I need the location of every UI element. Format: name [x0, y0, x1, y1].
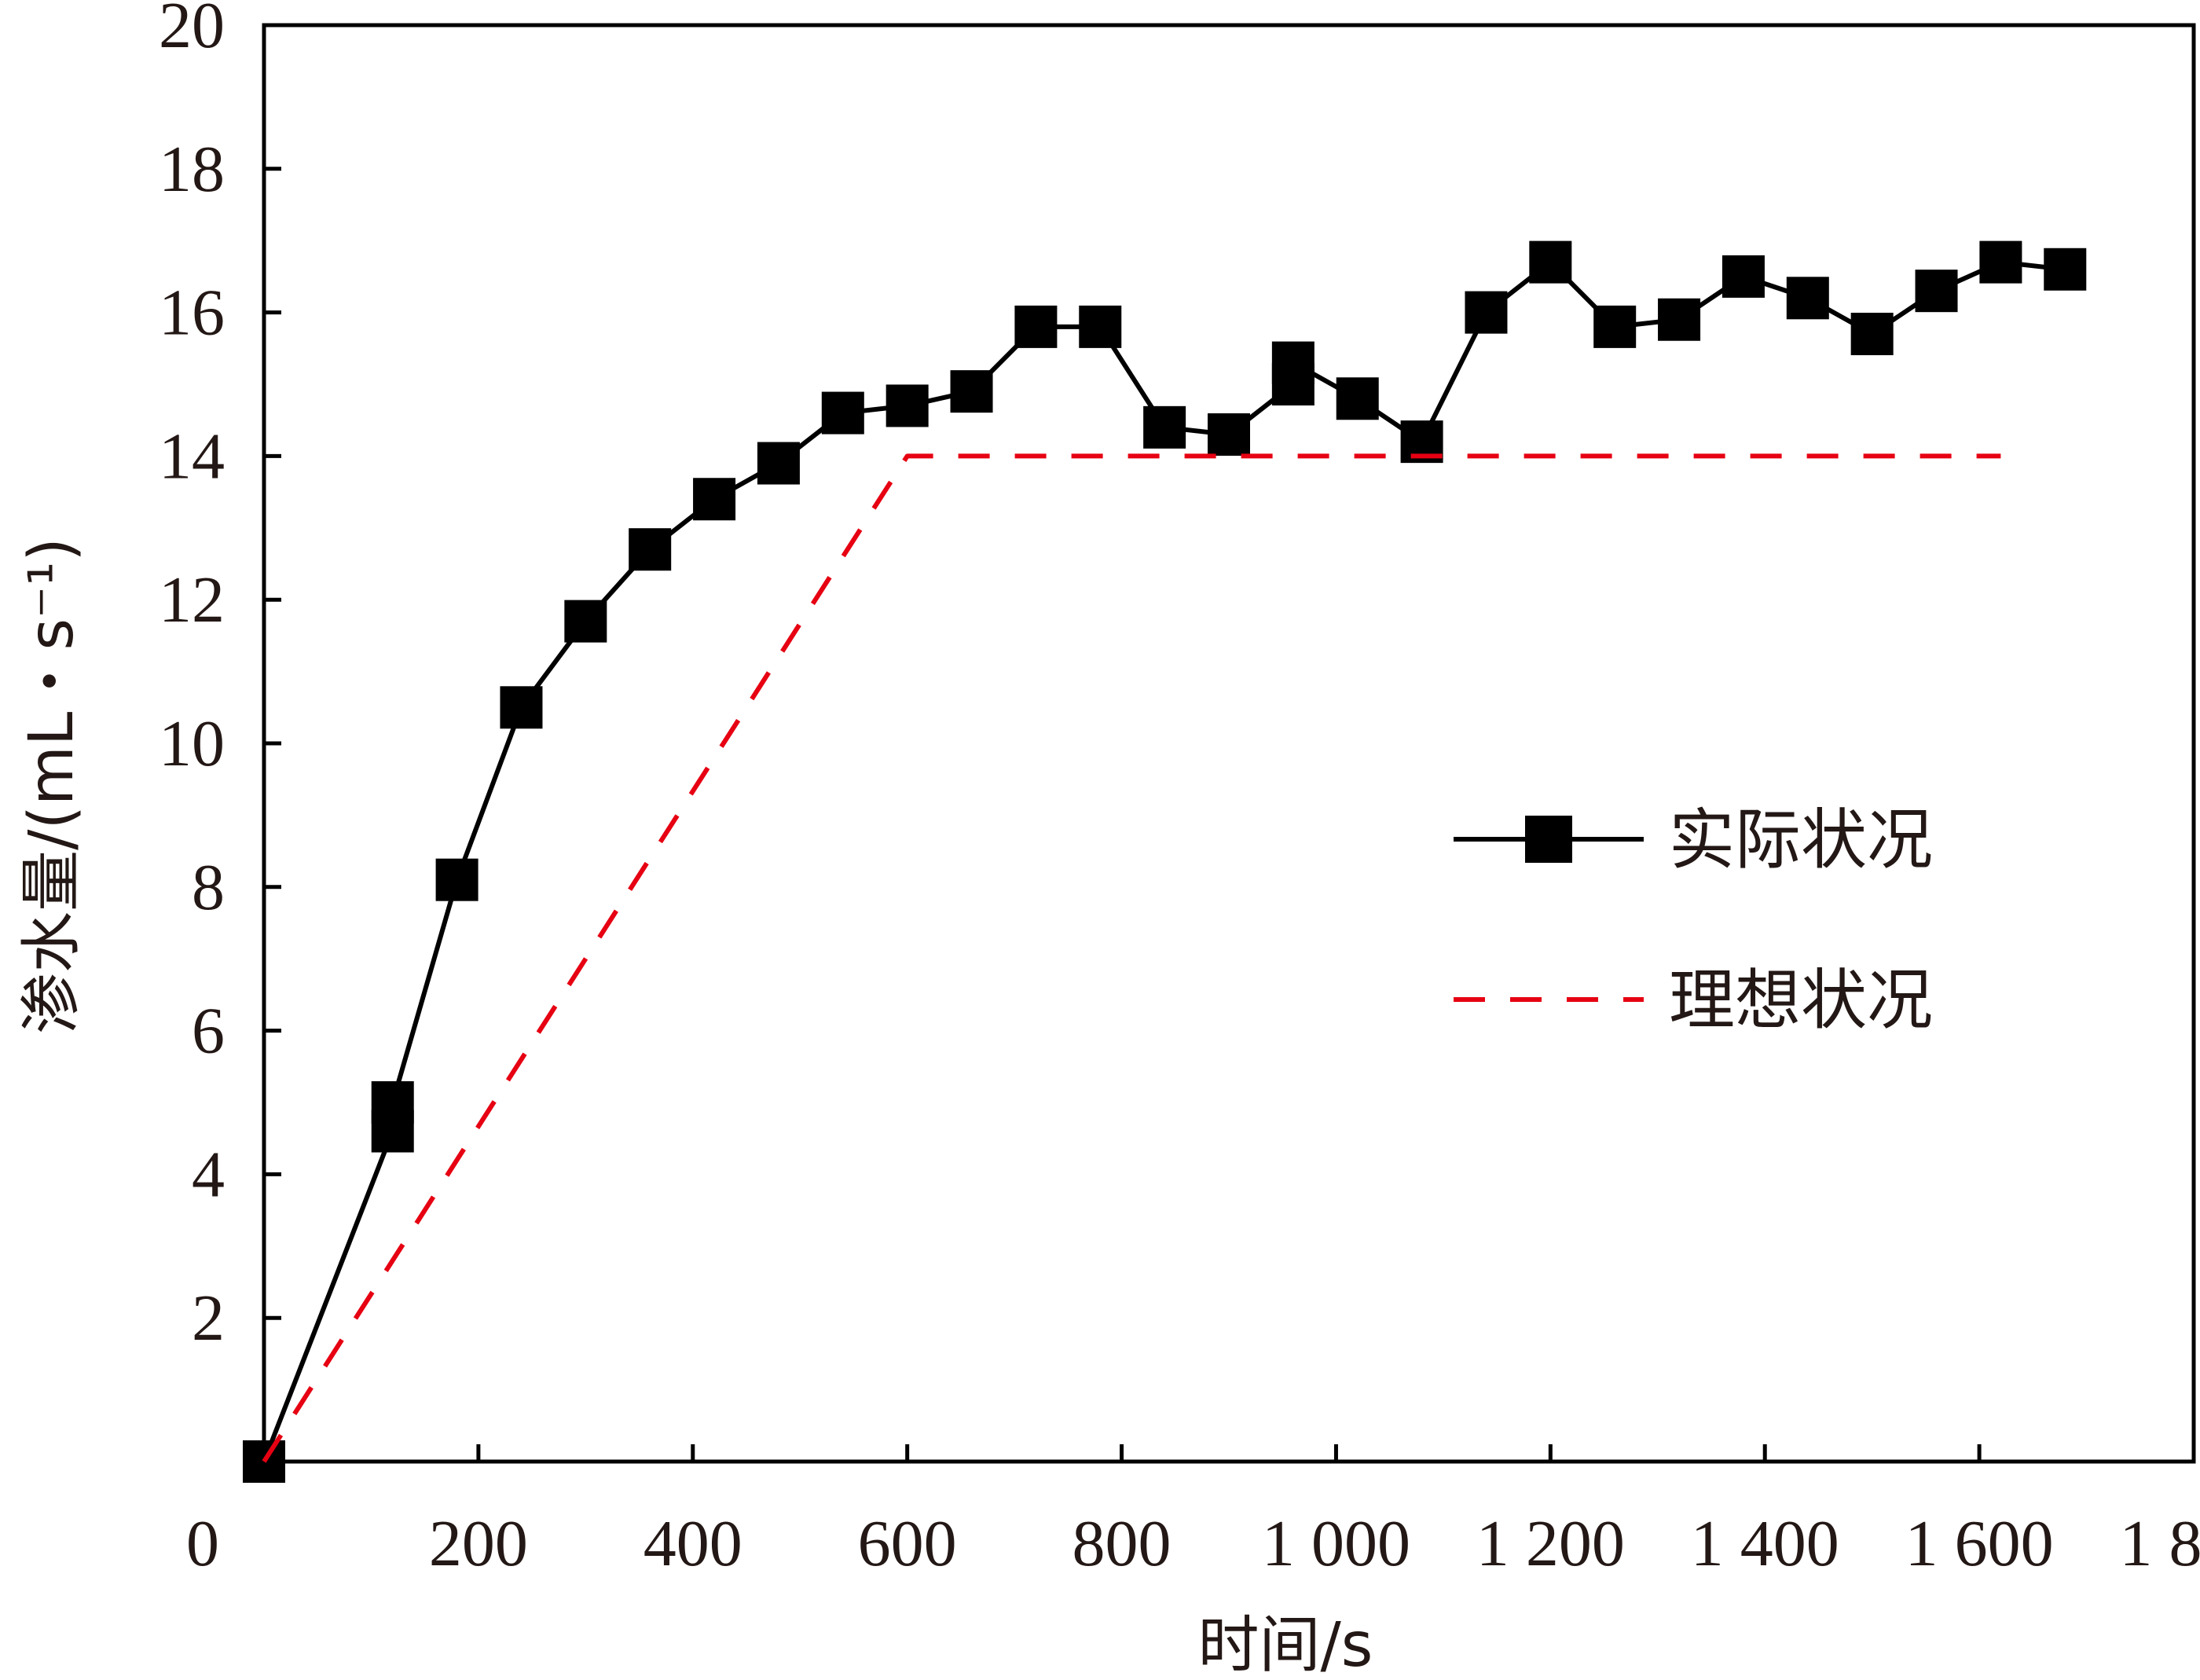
data-point-0-26	[1850, 313, 1894, 356]
data-point-0-17	[1271, 341, 1314, 384]
data-point-0-5	[564, 600, 607, 643]
data-point-0-12	[1014, 305, 1058, 348]
y-tick-label-4: 10	[159, 707, 225, 780]
y-tick-label-3: 8	[192, 851, 225, 924]
series-layer	[243, 240, 2087, 1483]
legend-label-actual: 实际状况	[1669, 801, 1933, 879]
x-tick-label-3: 600	[858, 1507, 957, 1580]
data-point-0-10	[886, 384, 929, 427]
data-point-0-4	[500, 686, 543, 729]
legend-marker-actual	[1525, 816, 1572, 863]
y-axis-title: 渗水量/(mL・s⁻¹)	[16, 537, 87, 1034]
data-point-0-2	[371, 1081, 414, 1124]
y-tick-label-0: 2	[192, 1282, 225, 1355]
data-point-0-21	[1529, 240, 1572, 284]
x-tick-label-8: 1 600	[1905, 1507, 2054, 1580]
data-point-0-3	[435, 858, 478, 901]
x-tick-label-1: 200	[429, 1507, 528, 1580]
data-point-0-15	[1208, 413, 1250, 456]
data-point-0-9	[821, 391, 864, 435]
y-tick-labels: 2 4 6 8 10 12 14 16 18 20	[159, 0, 225, 1355]
y-tick-label-9: 20	[159, 0, 225, 62]
data-point-0-11	[950, 370, 993, 413]
data-point-0-25	[1786, 277, 1829, 320]
axis-ticks	[264, 23, 2196, 1462]
x-tick-label-6: 1 200	[1476, 1507, 1625, 1580]
data-point-0-29	[2044, 248, 2087, 291]
data-point-0-22	[1593, 305, 1637, 348]
y-tick-label-7: 16	[159, 277, 225, 350]
data-point-0-27	[1915, 270, 1958, 313]
data-point-0-23	[1658, 298, 1701, 341]
data-point-0-7	[693, 478, 736, 521]
data-point-0-8	[757, 442, 800, 485]
y-tick-label-8: 18	[159, 133, 225, 206]
data-point-0-28	[1979, 240, 2022, 284]
series-line-1	[262, 453, 2001, 1463]
data-point-0-24	[1722, 255, 1765, 298]
x-tick-label-7: 1 400	[1691, 1507, 1839, 1580]
data-point-0-20	[1465, 291, 1508, 334]
x-tick-label-4: 800	[1072, 1507, 1172, 1580]
y-tick-label-1: 4	[192, 1138, 225, 1211]
x-tick-label-0: 0	[186, 1507, 219, 1580]
x-tick-label-9: 1 800	[2120, 1507, 2200, 1580]
legend: 实际状况 理想状况	[1454, 801, 1933, 1039]
x-tick-label-5: 1 000	[1262, 1507, 1410, 1580]
plot-frame	[262, 23, 2196, 1464]
y-tick-label-5: 12	[159, 563, 225, 636]
data-point-0-13	[1079, 305, 1122, 348]
x-tick-labels: 0 200 400 600 800 1 000 1 200 1 400 1 600 1 800	[186, 1507, 2200, 1580]
legend-label-ideal: 理想状况	[1669, 962, 1933, 1039]
x-tick-label-2: 400	[644, 1507, 742, 1580]
data-point-0-6	[629, 528, 672, 571]
y-tick-label-6: 14	[159, 420, 225, 493]
data-point-0-18	[1336, 377, 1379, 420]
data-point-0-14	[1143, 405, 1186, 449]
y-tick-label-2: 6	[192, 995, 225, 1068]
x-axis-title: 时间/s	[1198, 1610, 1373, 1680]
